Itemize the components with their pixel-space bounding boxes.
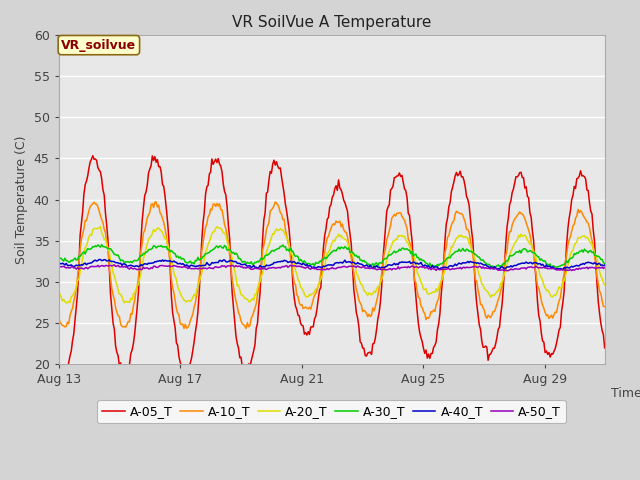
A-50_T [372, 267, 380, 273]
A-05_T [557, 308, 565, 314]
A-20_T [374, 284, 381, 289]
Line: A-30_T: A-30_T [59, 245, 605, 268]
A-40_T [477, 260, 484, 266]
A-10_T [478, 301, 486, 307]
A-10_T [490, 309, 497, 314]
A-10_T [271, 199, 279, 205]
Title: VR SoilVue A Temperature: VR SoilVue A Temperature [232, 15, 431, 30]
A-05_T [490, 345, 497, 351]
A-10_T [601, 304, 609, 310]
A-20_T [99, 232, 107, 238]
A-30_T [488, 263, 496, 269]
A-30_T [477, 257, 484, 263]
A-05_T [98, 176, 106, 181]
A-05_T [89, 153, 97, 158]
A-10_T [374, 293, 381, 299]
A-40_T [95, 257, 103, 263]
Legend: A-05_T, A-10_T, A-20_T, A-30_T, A-40_T, A-50_T: A-05_T, A-10_T, A-20_T, A-30_T, A-40_T, … [97, 400, 566, 423]
A-20_T [601, 282, 609, 288]
A-40_T [556, 266, 564, 272]
A-50_T [503, 268, 511, 274]
A-30_T [55, 255, 63, 261]
A-30_T [548, 265, 556, 271]
A-05_T [55, 364, 63, 370]
A-40_T [488, 264, 496, 270]
A-10_T [557, 286, 565, 291]
Line: A-05_T: A-05_T [59, 156, 605, 377]
A-50_T [557, 267, 565, 273]
A-30_T [98, 242, 106, 248]
A-50_T [111, 262, 118, 268]
A-05_T [601, 345, 609, 351]
A-10_T [97, 212, 104, 218]
A-30_T [435, 263, 442, 268]
Line: A-50_T: A-50_T [59, 265, 605, 271]
A-50_T [601, 264, 609, 270]
A-40_T [559, 267, 566, 273]
A-10_T [436, 287, 444, 293]
A-50_T [55, 264, 63, 269]
A-20_T [557, 285, 565, 290]
A-30_T [557, 262, 565, 268]
A-50_T [488, 265, 496, 271]
Y-axis label: Soil Temperature (C): Soil Temperature (C) [15, 135, 28, 264]
A-05_T [436, 310, 444, 316]
Line: A-40_T: A-40_T [59, 260, 605, 270]
A-20_T [478, 281, 486, 287]
Line: A-20_T: A-20_T [59, 227, 605, 303]
X-axis label: Time: Time [611, 387, 640, 400]
A-40_T [435, 266, 442, 272]
Line: A-10_T: A-10_T [59, 202, 605, 328]
A-20_T [97, 224, 104, 229]
Text: VR_soilvue: VR_soilvue [61, 38, 136, 52]
A-40_T [372, 263, 380, 269]
A-20_T [490, 293, 497, 299]
A-10_T [243, 325, 250, 331]
A-05_T [180, 374, 188, 380]
A-05_T [374, 316, 381, 322]
A-30_T [97, 244, 104, 250]
A-50_T [435, 266, 442, 272]
A-40_T [98, 258, 106, 264]
A-30_T [372, 260, 380, 266]
A-40_T [55, 260, 63, 266]
A-20_T [63, 300, 71, 306]
A-30_T [601, 261, 609, 266]
A-20_T [55, 288, 63, 294]
A-05_T [478, 337, 486, 343]
A-50_T [477, 264, 484, 269]
A-50_T [97, 263, 104, 269]
A-40_T [601, 262, 609, 268]
A-20_T [436, 280, 444, 286]
A-10_T [55, 313, 63, 319]
